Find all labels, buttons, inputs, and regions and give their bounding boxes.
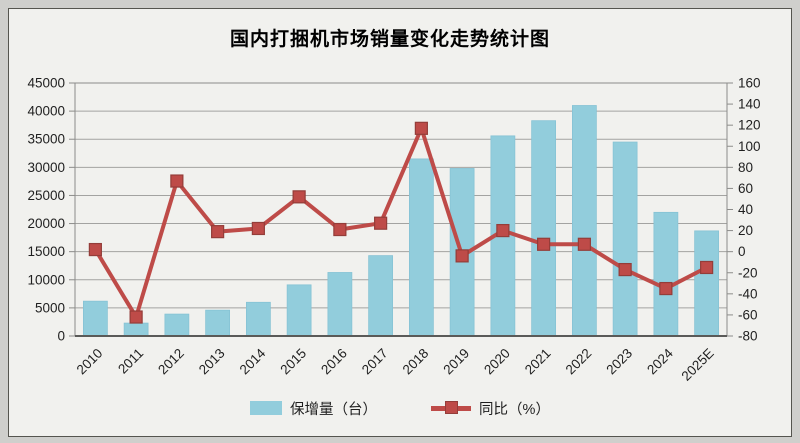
trend-marker <box>251 221 265 236</box>
x-axis-label: 2016 <box>318 346 350 378</box>
bar <box>531 120 556 337</box>
left-axis-label: 45000 <box>27 76 65 91</box>
right-axis-label: 160 <box>738 76 761 91</box>
left-axis-label: 0 <box>57 329 65 344</box>
x-axis-label: 2023 <box>603 346 635 378</box>
left-axis-label: 20000 <box>27 216 65 231</box>
bar <box>409 158 434 337</box>
right-axis-label: 80 <box>738 160 753 175</box>
left-axis-label: 15000 <box>27 244 65 259</box>
legend-item-line-series: 同比（%） <box>431 398 550 419</box>
trend-line <box>93 122 708 322</box>
trend-marker <box>292 190 306 204</box>
trend-marker <box>455 249 469 263</box>
trend-marker <box>577 237 591 251</box>
right-axis-label: -60 <box>738 307 758 322</box>
x-axis-label: 2018 <box>400 346 432 378</box>
trend-marker <box>537 237 551 251</box>
x-axis-label: 2022 <box>563 346 595 378</box>
legend-label-line-series: 同比（%） <box>479 401 550 418</box>
x-axis-label: 2014 <box>237 345 269 377</box>
bar <box>653 211 679 337</box>
chart-legend: 保增量（台） 同比（%） <box>0 395 800 421</box>
left-axis-label: 5000 <box>35 300 65 315</box>
bar <box>694 230 719 337</box>
right-axis-label: -40 <box>738 286 758 301</box>
legend-label-bar-series: 保增量（台） <box>290 401 378 418</box>
right-axis-label: 60 <box>738 181 753 196</box>
x-axis-label: 2020 <box>481 346 513 378</box>
bar <box>205 309 230 337</box>
trend-marker <box>129 310 143 324</box>
left-axis-label: 10000 <box>27 272 65 287</box>
trend-marker <box>618 262 632 277</box>
x-axis-label: 2010 <box>74 346 106 378</box>
bar <box>123 322 149 337</box>
bar-swatch-icon <box>250 401 283 415</box>
right-axis-label: -20 <box>738 265 758 280</box>
trend-marker <box>496 223 510 238</box>
trend-marker <box>414 121 428 135</box>
bar <box>368 255 393 337</box>
trend-marker <box>170 174 184 188</box>
trend-marker <box>211 225 225 239</box>
left-axis-label: 35000 <box>27 132 65 147</box>
left-axis-label: 30000 <box>27 160 65 175</box>
x-axis-label: 2017 <box>359 346 391 378</box>
right-axis-label: -80 <box>738 329 758 344</box>
bar <box>83 300 108 337</box>
right-axis-label: 120 <box>738 118 761 133</box>
trend-marker <box>88 242 102 257</box>
x-axis-label: 2011 <box>115 346 146 377</box>
x-axis-label: 2024 <box>644 345 676 377</box>
bar <box>612 141 638 337</box>
chart-title: 国内打捆机市场销量变化走势统计图 <box>229 29 550 50</box>
line-marker-swatch-icon <box>431 401 472 414</box>
x-axis-label: 2021 <box>522 346 554 378</box>
bar <box>327 272 353 337</box>
right-axis-label: 40 <box>738 202 753 217</box>
bar <box>572 105 597 337</box>
x-axis-label: 2012 <box>155 346 187 378</box>
left-axis-label: 40000 <box>27 104 65 119</box>
bar <box>286 284 312 337</box>
x-axis-label: 2019 <box>440 346 472 378</box>
trend-marker <box>700 260 714 275</box>
x-axis-label: 2015 <box>277 346 309 378</box>
right-axis-label: 100 <box>738 139 761 154</box>
bar <box>246 301 271 337</box>
x-axis-label: 2025E <box>679 346 717 384</box>
left-axis-label: 25000 <box>27 188 65 203</box>
x-axis-label: 2013 <box>196 346 228 378</box>
trend-marker <box>333 222 347 237</box>
right-axis-label: 140 <box>738 97 761 112</box>
right-axis-label: 20 <box>738 223 753 238</box>
right-axis-label: 0 <box>738 244 746 259</box>
legend-item-bar-series: 保增量（台） <box>250 398 377 419</box>
bar <box>164 313 190 337</box>
trend-marker <box>374 216 388 230</box>
trend-marker <box>659 281 673 296</box>
